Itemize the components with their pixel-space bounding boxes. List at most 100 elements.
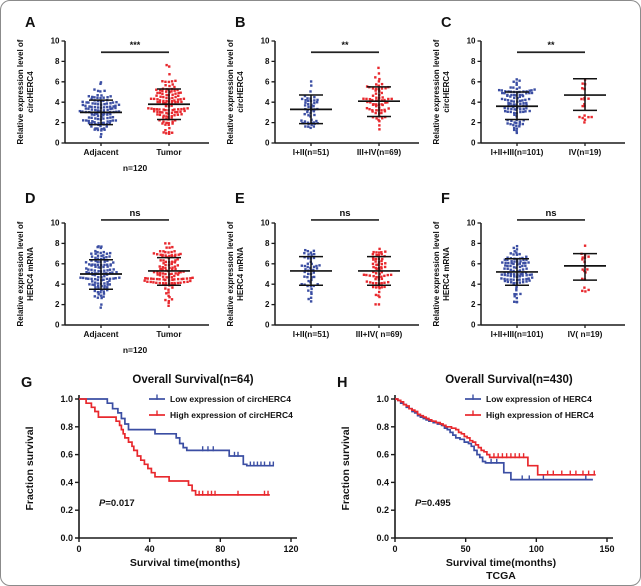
data-point xyxy=(377,84,380,87)
data-point xyxy=(307,272,310,276)
data-point xyxy=(383,265,387,269)
category-label: IV( n=19) xyxy=(568,329,603,339)
data-point xyxy=(513,96,516,100)
data-point xyxy=(79,276,82,279)
data-point xyxy=(165,276,168,279)
data-point xyxy=(512,269,515,273)
data-point xyxy=(313,99,316,102)
data-point xyxy=(88,283,91,286)
data-point xyxy=(587,97,590,100)
data-point xyxy=(103,89,106,93)
data-point xyxy=(521,274,524,277)
data-point xyxy=(96,291,100,294)
legend-label: Low expression of circHERC4 xyxy=(170,394,291,404)
data-point xyxy=(509,264,512,268)
data-point xyxy=(581,82,584,85)
data-point xyxy=(94,127,97,130)
data-point xyxy=(375,83,378,86)
y-tick-label: 0.0 xyxy=(376,533,389,543)
category-label: Tumor xyxy=(156,329,182,339)
data-point xyxy=(368,108,371,111)
data-point xyxy=(106,269,109,272)
data-point xyxy=(156,100,159,104)
data-point xyxy=(521,268,525,271)
data-point xyxy=(96,89,100,93)
data-point xyxy=(581,289,584,293)
data-point xyxy=(159,259,162,262)
data-point xyxy=(182,107,186,110)
data-point xyxy=(111,107,114,110)
data-point xyxy=(87,107,90,110)
data-point xyxy=(500,97,504,101)
data-point xyxy=(515,78,518,81)
data-point xyxy=(90,116,93,119)
y-tick-label: 8 xyxy=(55,239,60,248)
data-point xyxy=(109,107,112,111)
data-point xyxy=(108,251,112,255)
data-point xyxy=(155,94,158,97)
km-plot-G: G Overall Survival(n=64) 0.0 0.2 0.4 0.6 0.8 1.… xyxy=(21,374,299,569)
data-point xyxy=(182,97,186,100)
data-point xyxy=(309,251,313,254)
data-point xyxy=(578,115,581,119)
data-point xyxy=(515,87,519,91)
y-axis-label-line2: circHERC4 xyxy=(442,71,451,113)
data-point xyxy=(168,295,171,299)
y-tick-label: 8 xyxy=(265,239,270,248)
data-point xyxy=(365,273,368,277)
data-point xyxy=(167,299,171,303)
data-point xyxy=(106,113,109,116)
legend-label: High expression of HERC4 xyxy=(486,410,594,420)
data-point xyxy=(509,95,512,98)
data-point xyxy=(99,251,102,255)
data-point xyxy=(525,255,528,258)
data-point xyxy=(170,115,173,118)
data-point xyxy=(304,125,307,128)
data-point xyxy=(174,79,177,83)
data-point xyxy=(99,90,102,93)
data-point xyxy=(152,107,156,111)
data-point xyxy=(152,110,156,113)
y-tick-label: 0.2 xyxy=(60,505,73,515)
data-point xyxy=(173,99,176,102)
data-point xyxy=(306,121,310,124)
data-point xyxy=(161,89,164,93)
panel-label: B xyxy=(235,15,245,31)
data-point xyxy=(512,123,515,127)
data-point xyxy=(512,128,516,132)
y-tick-label: 4 xyxy=(55,98,60,107)
data-point xyxy=(106,116,109,120)
data-point xyxy=(375,253,378,257)
data-point xyxy=(102,292,106,295)
data-point xyxy=(515,81,518,85)
y-tick-label: 2 xyxy=(265,118,270,127)
data-point xyxy=(165,63,168,67)
data-point xyxy=(164,108,167,112)
data-point xyxy=(318,264,321,267)
data-point xyxy=(100,127,103,131)
data-point xyxy=(512,86,515,89)
data-point xyxy=(170,99,174,103)
data-point xyxy=(377,72,381,75)
data-point xyxy=(307,105,310,109)
data-point xyxy=(303,251,306,255)
data-point xyxy=(176,113,180,116)
data-point xyxy=(171,266,174,269)
data-point xyxy=(152,281,155,284)
data-point xyxy=(521,278,525,281)
data-point xyxy=(309,300,313,303)
data-point xyxy=(155,277,159,281)
data-point xyxy=(515,251,518,254)
panel-label: D xyxy=(25,191,35,207)
data-point xyxy=(518,281,521,284)
data-point xyxy=(93,281,97,284)
data-point xyxy=(84,104,87,107)
data-point xyxy=(112,261,115,264)
data-point xyxy=(93,295,96,298)
data-point xyxy=(380,270,383,274)
panel-label: F xyxy=(441,191,450,207)
data-point xyxy=(105,252,109,255)
data-point xyxy=(96,96,99,100)
data-point xyxy=(513,292,516,296)
data-point xyxy=(102,250,105,254)
